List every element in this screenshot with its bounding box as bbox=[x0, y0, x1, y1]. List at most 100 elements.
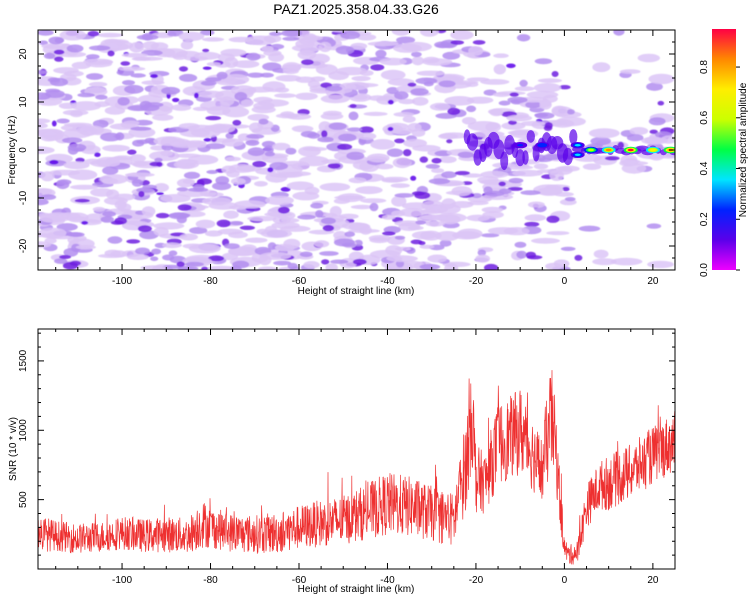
spectrogram-speckle bbox=[648, 117, 666, 126]
snr-frame bbox=[37, 328, 676, 570]
spectrogram-speckle bbox=[489, 108, 504, 117]
spectrogram-speckle bbox=[63, 248, 79, 257]
spectrogram-speckle bbox=[262, 62, 282, 71]
spectrogram-speckle bbox=[534, 113, 549, 118]
spectrogram-speckle bbox=[216, 71, 228, 80]
spectrogram-speckle bbox=[520, 190, 541, 196]
spectrogram-speckle bbox=[74, 198, 90, 203]
spectrogram-speckle bbox=[113, 193, 136, 201]
spectrogram-speckle bbox=[323, 212, 337, 218]
spectrogram-speckle bbox=[574, 254, 583, 261]
spectrogram-band-halo bbox=[526, 130, 535, 143]
spectrogram-speckle bbox=[69, 260, 82, 266]
spectrogram-speckle bbox=[435, 43, 456, 48]
spectrogram-speckle bbox=[387, 99, 394, 105]
spectrogram-speckle bbox=[425, 164, 440, 169]
spectrogram-band-halo bbox=[500, 151, 509, 171]
spectrogram-speckle bbox=[439, 132, 468, 139]
spectrogram-speckle bbox=[446, 139, 453, 144]
spectrogram-band-halo bbox=[522, 150, 529, 165]
spectrogram-speckle bbox=[351, 75, 371, 82]
spectrogram-speckle bbox=[398, 98, 416, 105]
spectrogram-speckle bbox=[493, 64, 506, 75]
spectrogram-speckle bbox=[59, 255, 72, 259]
spectrogram-speckle bbox=[102, 211, 116, 217]
spectrogram-speckle bbox=[348, 177, 367, 184]
spectrogram-speckle bbox=[247, 147, 265, 157]
spectrogram-speckle bbox=[508, 177, 524, 184]
spectrogram-speckle bbox=[466, 105, 477, 113]
spectrogram-speckle bbox=[516, 34, 531, 42]
spectrogram-speckle bbox=[69, 232, 85, 238]
spectrogram-speckle bbox=[123, 220, 148, 226]
spectrogram-speckle bbox=[66, 44, 84, 53]
spectrogram-speckle bbox=[370, 139, 396, 150]
spectrogram-speckle bbox=[61, 137, 83, 144]
spectrogram-speckle bbox=[200, 80, 217, 86]
spectrogram-speckle bbox=[425, 221, 445, 227]
spectrogram-speckle bbox=[387, 78, 415, 86]
spectrogram-speckle bbox=[154, 157, 163, 163]
spectrogram-speckle bbox=[414, 191, 431, 199]
spectrogram-speckle bbox=[327, 163, 341, 169]
spectrogram-speckle bbox=[216, 219, 231, 228]
spectrogram-speckle bbox=[247, 215, 277, 222]
spectrogram-speckle bbox=[38, 122, 48, 129]
spectrogram-speckle bbox=[394, 235, 406, 240]
spectrogram-speckle bbox=[466, 77, 490, 82]
spectrogram-speckle bbox=[202, 37, 225, 42]
spectrogram-speckle bbox=[136, 34, 159, 41]
spectrogram-speckle bbox=[70, 184, 99, 190]
spectrogram-x-tick-label: -60 bbox=[292, 276, 307, 287]
spectrogram-speckle bbox=[442, 51, 461, 60]
spectrogram-speckle bbox=[428, 178, 451, 185]
spectrogram-speckle bbox=[368, 95, 387, 101]
spectrogram-speckle bbox=[47, 77, 61, 83]
spectrogram-speckle bbox=[144, 137, 157, 144]
spectrogram-speckle bbox=[507, 96, 528, 104]
spectrogram-speckle bbox=[162, 242, 182, 249]
spectrogram-band-core bbox=[574, 144, 581, 147]
spectrogram-speckle bbox=[345, 81, 370, 90]
spectrogram-speckle bbox=[39, 40, 48, 46]
spectrogram-speckle bbox=[201, 266, 208, 270]
spectrogram-speckle bbox=[38, 92, 51, 100]
spectrogram-speckle bbox=[348, 111, 359, 121]
spectrogram-speckle bbox=[254, 181, 268, 187]
spectrogram-speckle bbox=[267, 167, 274, 173]
spectrogram-speckle bbox=[202, 48, 210, 53]
spectrogram-speckle bbox=[566, 109, 575, 115]
spectrogram-speckle bbox=[379, 57, 407, 66]
spectrogram-speckle bbox=[133, 119, 153, 126]
spectrogram-speckle bbox=[310, 202, 324, 209]
spectrogram-speckle bbox=[493, 53, 509, 58]
spectrogram-speckle bbox=[375, 163, 394, 170]
spectrogram-speckle bbox=[334, 151, 349, 161]
spectrogram-speckle bbox=[551, 105, 568, 117]
spectrogram-speckle bbox=[315, 210, 324, 218]
spectrogram-speckle bbox=[203, 137, 212, 142]
spectrogram-speckle bbox=[206, 265, 237, 270]
spectrogram-speckle bbox=[647, 260, 674, 269]
spectrogram-speckle bbox=[286, 113, 312, 120]
spectrogram-speckle bbox=[416, 70, 445, 77]
spectrogram-speckle bbox=[450, 30, 474, 40]
spectrogram-band-core bbox=[587, 148, 594, 152]
spectrogram-speckle bbox=[246, 52, 261, 61]
spectrogram-speckle bbox=[44, 237, 57, 244]
spectrogram-speckle bbox=[444, 96, 475, 106]
spectrogram-speckle bbox=[590, 136, 611, 146]
colorbar-tick-label: 0.8 bbox=[699, 60, 710, 74]
spectrogram-speckle bbox=[403, 149, 412, 157]
spectrogram-speckle bbox=[396, 36, 416, 44]
spectrogram-speckle bbox=[427, 254, 448, 263]
spectrogram-speckle bbox=[152, 114, 174, 121]
spectrogram-speckle bbox=[519, 79, 528, 87]
spectrogram-speckle bbox=[54, 56, 64, 62]
spectrogram-speckle bbox=[498, 181, 506, 187]
spectrogram-speckle bbox=[240, 244, 257, 253]
spectrogram-speckle bbox=[92, 206, 106, 212]
spectrogram-speckle bbox=[431, 168, 445, 174]
